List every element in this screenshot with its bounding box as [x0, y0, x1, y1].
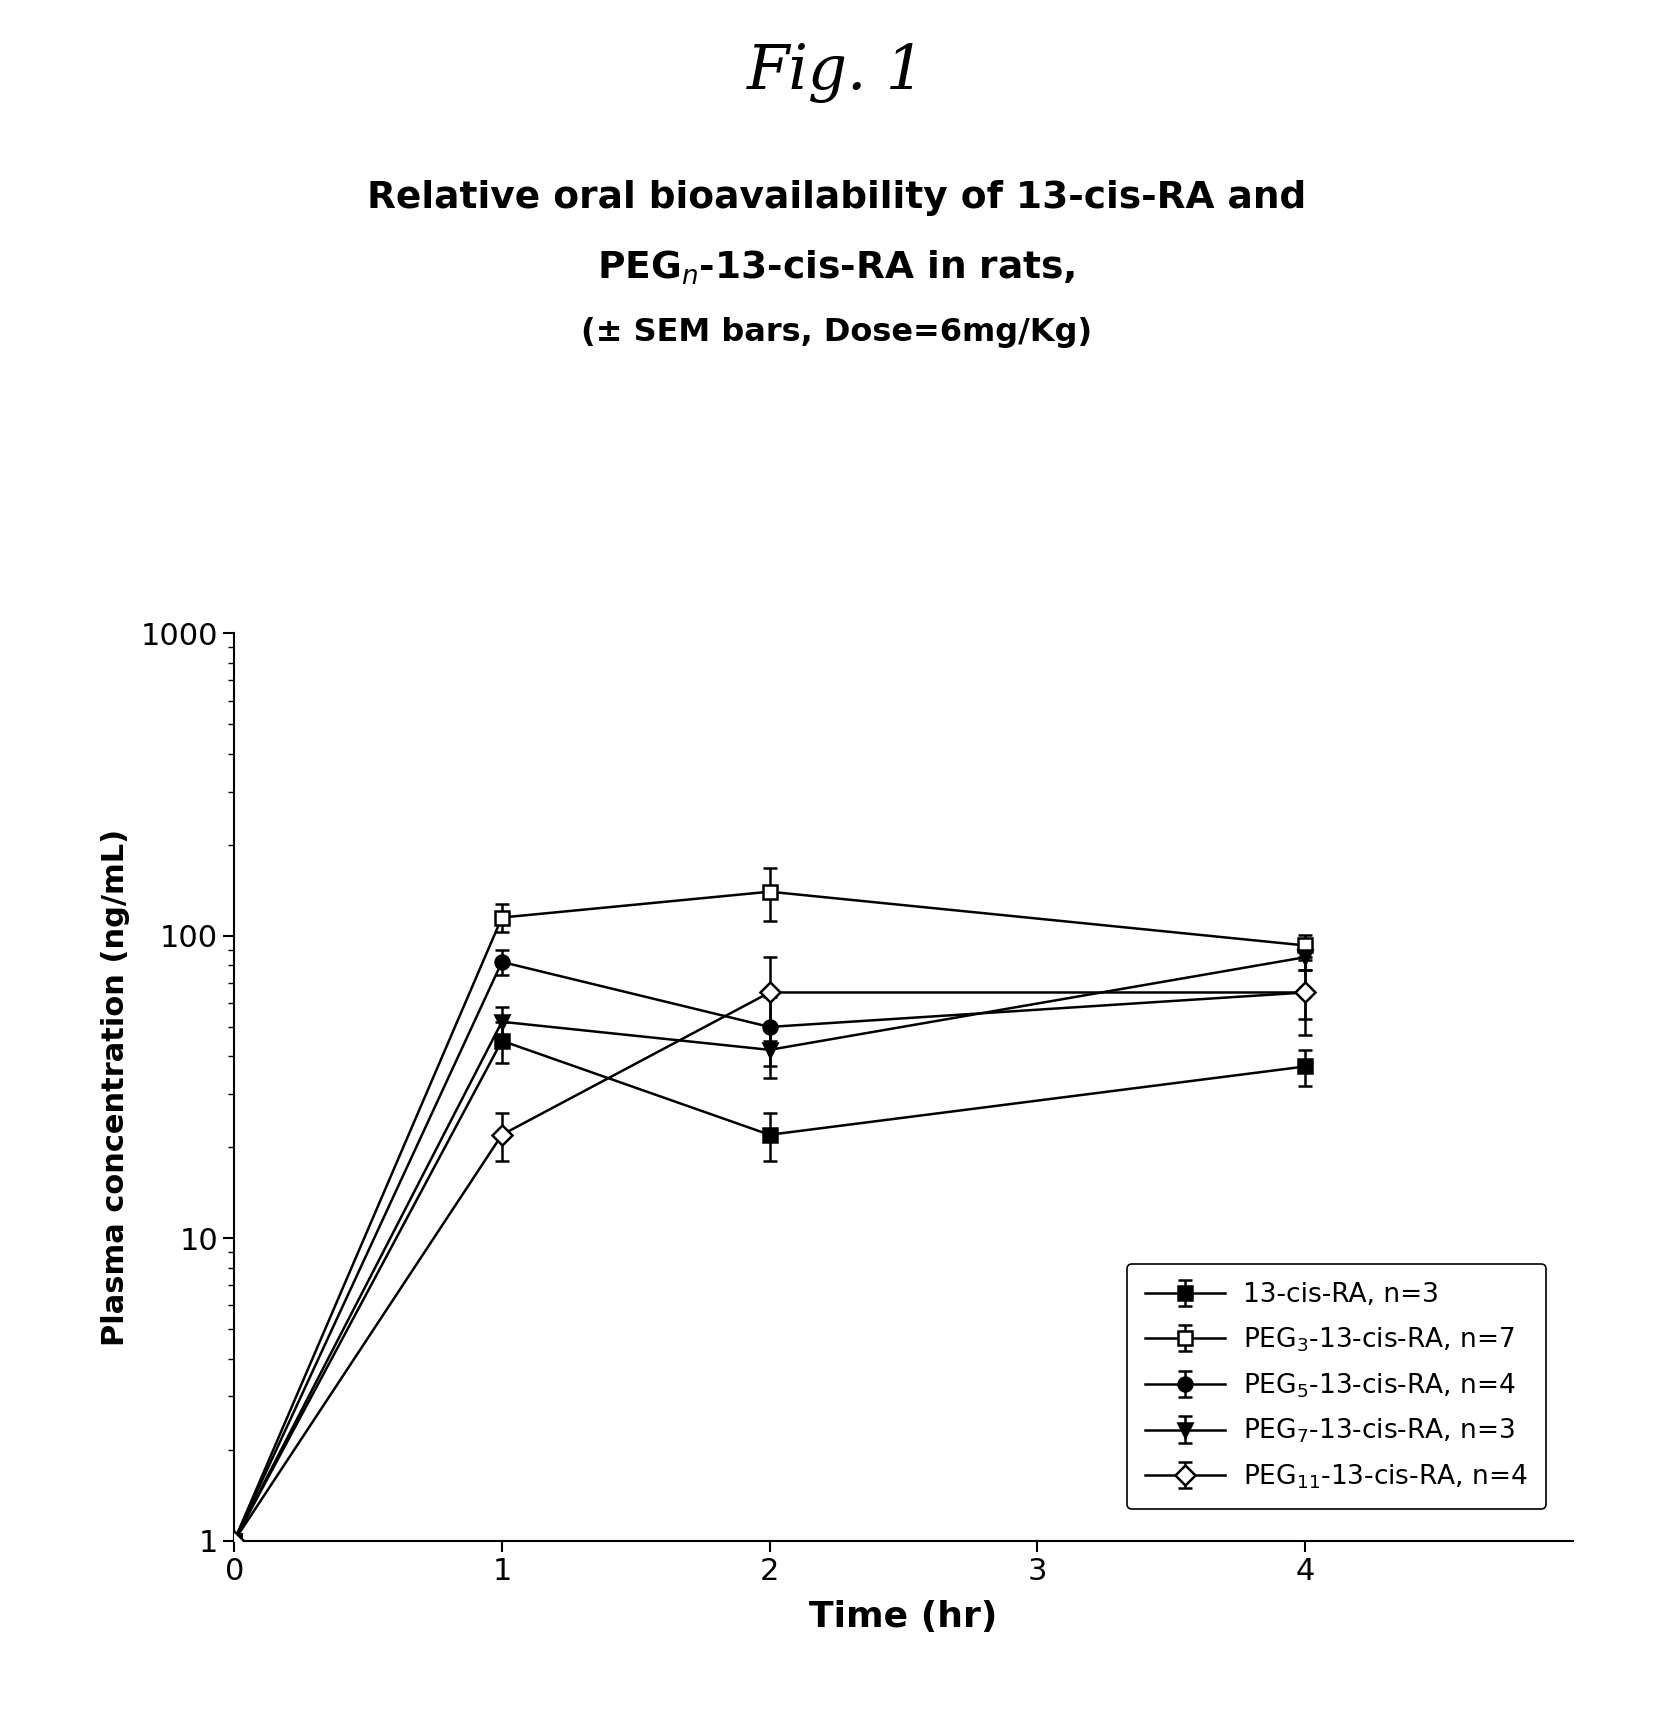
Legend: 13-cis-RA, n=3, PEG$_3$-13-cis-RA, n=7, PEG$_5$-13-cis-RA, n=4, PEG$_7$-13-cis-R: 13-cis-RA, n=3, PEG$_3$-13-cis-RA, n=7, …	[1128, 1263, 1546, 1510]
Text: Relative oral bioavailability of 13-cis-RA and: Relative oral bioavailability of 13-cis-…	[366, 180, 1307, 216]
Text: Fig. 1: Fig. 1	[748, 43, 925, 103]
Y-axis label: Plasma concentration (ng/mL): Plasma concentration (ng/mL)	[100, 829, 129, 1346]
X-axis label: Time (hr): Time (hr)	[810, 1599, 997, 1633]
Text: PEG$_n$-13-cis-RA in rats,: PEG$_n$-13-cis-RA in rats,	[597, 248, 1076, 286]
Text: (± SEM bars, Dose=6mg/Kg): (± SEM bars, Dose=6mg/Kg)	[581, 317, 1092, 348]
